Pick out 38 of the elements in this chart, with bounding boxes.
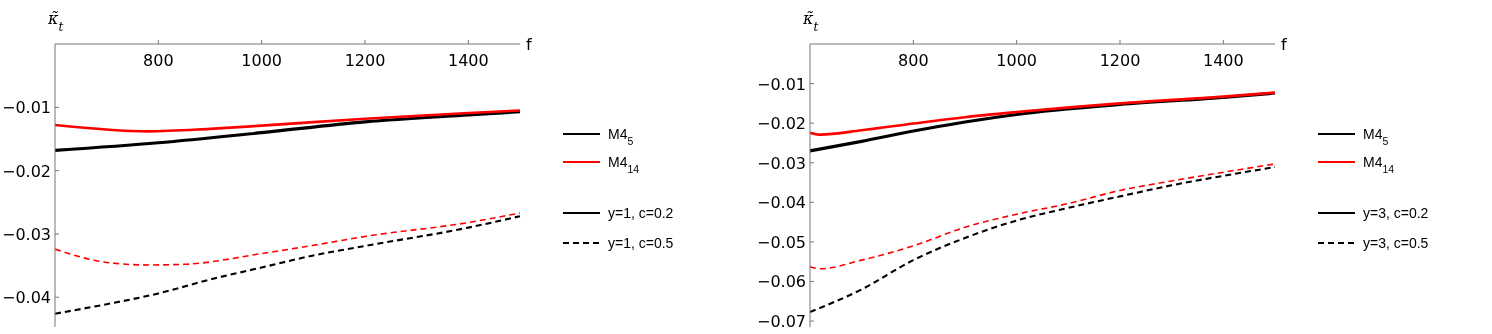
text: y=3, c=0.2 <box>1363 205 1429 221</box>
text: y=3, c=0.5 <box>1363 235 1429 251</box>
x-axis-title: f <box>1281 35 1287 54</box>
line-series <box>53 109 522 133</box>
x-tick-label: 1000 <box>241 51 283 70</box>
x-axis-title: f <box>526 35 532 54</box>
x-tick-label: 800 <box>143 51 174 70</box>
legend-label: M4$_{14}$ <box>1363 154 1395 175</box>
x-tick-label: 1000 <box>996 51 1038 70</box>
y-tick-label: −0.01 <box>1 98 51 118</box>
y-tick-label: −0.05 <box>756 232 806 252</box>
y-tick-label: −0.01 <box>756 74 806 94</box>
legend-label: M4$_{14}$ <box>608 154 640 175</box>
x-tick-label: 800 <box>898 51 929 70</box>
y-tick-label: −0.04 <box>756 193 806 213</box>
y-tick-label: −0.06 <box>756 272 806 292</box>
y-tick-label: −0.04 <box>1 288 51 308</box>
y-axis-title: κ̃$_{t}$ <box>47 9 64 34</box>
legend-label: M4$_{5}$ <box>608 126 634 147</box>
line-series <box>53 215 522 315</box>
y-axis-title: κ̃$_{t}$ <box>802 9 819 34</box>
y-tick-label: −0.02 <box>756 114 806 134</box>
line-series <box>808 166 1277 314</box>
y-tick-label: −0.07 <box>756 312 806 332</box>
line-series <box>809 163 1276 270</box>
x-tick-label: 1400 <box>1202 51 1244 70</box>
x-tick-label: 1200 <box>344 51 386 70</box>
y-tick-label: −0.02 <box>1 161 51 181</box>
legend-label: M4$_{5}$ <box>1363 126 1389 147</box>
text: y=1, c=0.2 <box>608 205 674 221</box>
y-tick-label: −0.03 <box>756 153 806 173</box>
y-tick-label: −0.03 <box>1 224 51 244</box>
x-tick-label: 1400 <box>447 51 489 70</box>
line-series <box>53 110 522 152</box>
text: y=1, c=0.5 <box>608 235 674 251</box>
x-tick-label: 1200 <box>1099 51 1141 70</box>
line-series <box>808 91 1277 136</box>
line-series <box>54 212 521 266</box>
